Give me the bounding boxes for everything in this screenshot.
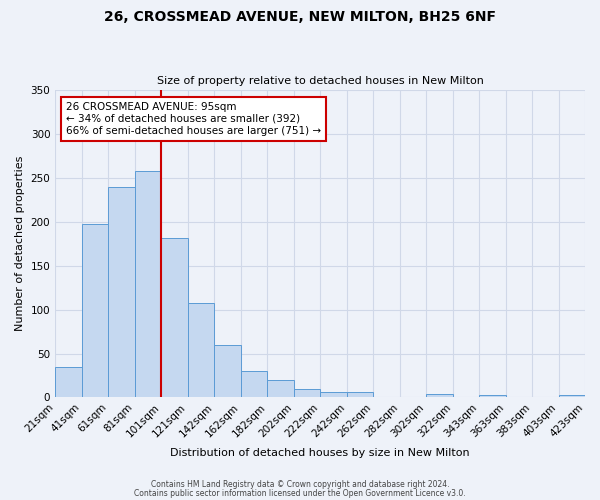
Bar bbox=[108, 186, 134, 398]
Bar bbox=[320, 392, 347, 398]
Bar bbox=[267, 380, 293, 398]
Text: Contains public sector information licensed under the Open Government Licence v3: Contains public sector information licen… bbox=[134, 490, 466, 498]
Text: 26, CROSSMEAD AVENUE, NEW MILTON, BH25 6NF: 26, CROSSMEAD AVENUE, NEW MILTON, BH25 6… bbox=[104, 10, 496, 24]
X-axis label: Distribution of detached houses by size in New Milton: Distribution of detached houses by size … bbox=[170, 448, 470, 458]
Bar bbox=[134, 171, 161, 398]
Bar bbox=[161, 238, 188, 398]
Bar bbox=[293, 388, 320, 398]
Title: Size of property relative to detached houses in New Milton: Size of property relative to detached ho… bbox=[157, 76, 484, 86]
Bar bbox=[55, 366, 82, 398]
Y-axis label: Number of detached properties: Number of detached properties bbox=[15, 156, 25, 332]
Bar bbox=[241, 371, 267, 398]
Bar bbox=[559, 395, 585, 398]
Bar bbox=[479, 395, 506, 398]
Bar bbox=[214, 345, 241, 398]
Bar bbox=[347, 392, 373, 398]
Text: Contains HM Land Registry data © Crown copyright and database right 2024.: Contains HM Land Registry data © Crown c… bbox=[151, 480, 449, 489]
Bar bbox=[188, 302, 214, 398]
Bar bbox=[426, 394, 452, 398]
Bar bbox=[82, 224, 108, 398]
Text: 26 CROSSMEAD AVENUE: 95sqm
← 34% of detached houses are smaller (392)
66% of sem: 26 CROSSMEAD AVENUE: 95sqm ← 34% of deta… bbox=[66, 102, 321, 136]
